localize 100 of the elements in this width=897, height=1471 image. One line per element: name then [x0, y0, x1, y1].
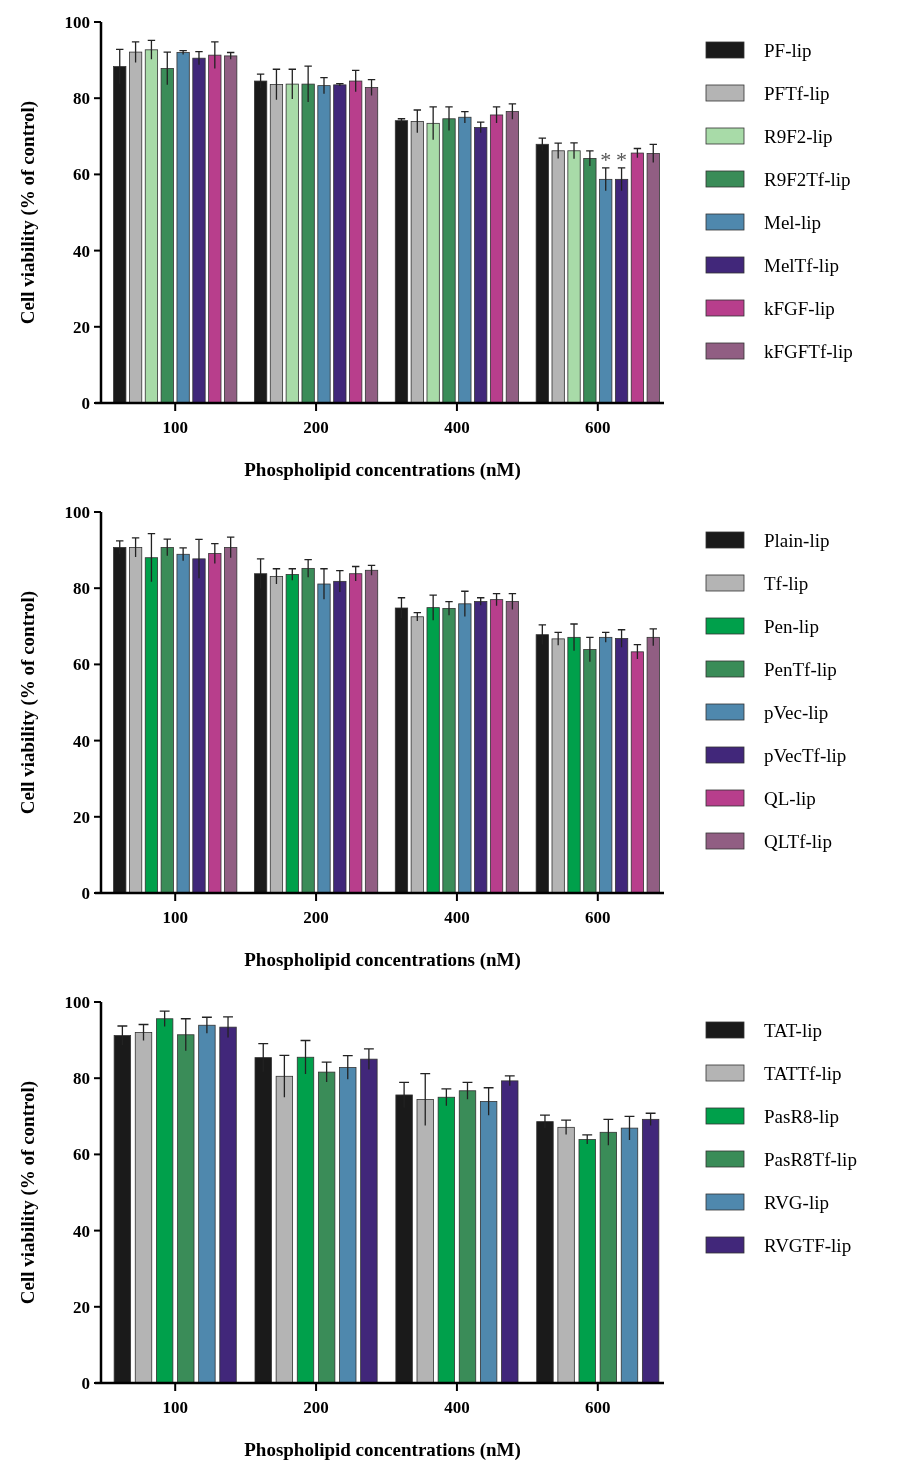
- bar: [646, 153, 660, 404]
- y-tick-label: 60: [73, 165, 90, 185]
- legend-label: PF-lip: [764, 39, 812, 61]
- bar: [317, 85, 331, 404]
- legend-label: R9F2Tf-lip: [764, 168, 851, 190]
- bar: [567, 150, 581, 404]
- bar: [442, 118, 456, 404]
- y-tick-label: 60: [73, 655, 90, 675]
- y-tick-label: 80: [73, 579, 90, 599]
- bar: [458, 603, 472, 894]
- bar: [458, 1090, 477, 1384]
- bar: [614, 638, 629, 894]
- bar: [364, 569, 379, 894]
- x-axis-title: Phospholipid concentrations (nM): [244, 1439, 521, 1461]
- bar: [176, 52, 190, 404]
- y-tick-label: 40: [73, 241, 90, 261]
- bar: [505, 601, 519, 894]
- x-tick-label: 600: [585, 908, 611, 927]
- x-tick-label: 200: [303, 908, 329, 927]
- y-tick-label: 100: [64, 992, 90, 1012]
- bar: [360, 1058, 378, 1384]
- bar: [224, 55, 238, 404]
- x-tick-label: 400: [444, 418, 470, 437]
- bar: [583, 649, 597, 894]
- annotation: *: [600, 146, 612, 172]
- legend-label: PFTf-lip: [764, 82, 830, 104]
- y-axis-title: Cell viability (% of control): [17, 100, 39, 325]
- bar: [269, 84, 284, 404]
- x-tick-label: 400: [444, 908, 470, 927]
- bar: [599, 636, 613, 894]
- bar: [224, 547, 238, 894]
- bar: [177, 1034, 195, 1384]
- bar: [641, 1118, 660, 1384]
- y-axis-title: Cell viability (% of control): [17, 590, 39, 815]
- bar: [474, 127, 488, 404]
- y-tick-label: 0: [81, 1373, 90, 1393]
- x-axis-title: Phospholipid concentrations (nM): [244, 949, 521, 971]
- bar: [160, 68, 174, 404]
- y-tick-label: 40: [73, 731, 90, 751]
- bar: [301, 83, 315, 404]
- bar: [192, 558, 206, 894]
- bar: [144, 557, 159, 894]
- bar: [620, 1127, 639, 1384]
- legend-label: R9F2-lip: [764, 125, 833, 147]
- x-axis-title: Phospholipid concentrations (nM): [244, 459, 521, 481]
- bar: [442, 607, 456, 894]
- bar: [426, 607, 440, 894]
- bar: [583, 158, 597, 404]
- x-tick-label: 600: [585, 418, 611, 437]
- bar: [333, 84, 347, 404]
- bar: [129, 51, 143, 404]
- bar: [614, 178, 629, 404]
- bar: [551, 638, 565, 894]
- bar: [144, 49, 159, 404]
- bar: [599, 1131, 617, 1384]
- legend-label: PenTf-lip: [764, 658, 837, 680]
- bar: [349, 573, 363, 894]
- y-tick-label: 0: [81, 883, 90, 903]
- bar: [505, 111, 519, 404]
- bar: [269, 575, 284, 894]
- bar: [410, 616, 424, 894]
- y-tick-label: 20: [73, 1297, 90, 1317]
- legend-label: Plain-lip: [764, 529, 830, 551]
- legend-label: Tf-lip: [764, 572, 809, 594]
- y-axis-title: Cell viability (% of control): [17, 1080, 39, 1305]
- x-tick-label: 200: [303, 1398, 329, 1417]
- y-tick-label: 100: [64, 502, 90, 522]
- y-tick-label: 40: [73, 1221, 90, 1241]
- x-tick-label: 400: [444, 1398, 470, 1417]
- bar: [426, 122, 440, 404]
- legend-label: kFGFTf-lip: [764, 340, 853, 362]
- legend-label: MelTf-lip: [764, 254, 839, 276]
- bar: [208, 54, 222, 404]
- bar: [630, 152, 644, 404]
- bar: [416, 1099, 434, 1384]
- bar: [489, 599, 504, 894]
- bar: [129, 547, 143, 894]
- legend-label: TAT-lip: [764, 1019, 822, 1041]
- bar: [160, 547, 174, 894]
- bar: [285, 574, 299, 894]
- bar: [479, 1101, 498, 1384]
- bar: [410, 121, 424, 404]
- y-tick-label: 60: [73, 1145, 90, 1165]
- legend-label: Mel-lip: [764, 211, 821, 233]
- y-tick-label: 20: [73, 317, 90, 337]
- y-tick-label: 0: [81, 393, 90, 413]
- x-tick-label: 200: [303, 418, 329, 437]
- x-tick-label: 600: [585, 1398, 611, 1417]
- legend-label: PasR8Tf-lip: [764, 1148, 857, 1170]
- bar: [317, 1071, 336, 1384]
- bar: [394, 120, 409, 404]
- x-tick-label: 100: [162, 418, 188, 437]
- bar: [437, 1096, 456, 1384]
- bar: [557, 1126, 575, 1384]
- bar: [599, 178, 613, 404]
- legend-label: QL-lip: [764, 787, 816, 809]
- annotation: *: [616, 146, 628, 172]
- legend-label: RVG-lip: [764, 1191, 829, 1213]
- bar: [364, 87, 379, 404]
- bar: [198, 1024, 216, 1384]
